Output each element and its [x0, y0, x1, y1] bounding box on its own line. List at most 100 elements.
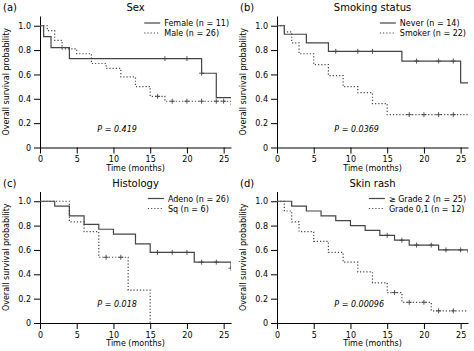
tick-label: 25: [456, 155, 466, 164]
tick: 0: [38, 148, 43, 165]
plot-area: 051015202500.20.40.60.81.0Female (n = 11…: [18, 17, 231, 165]
tick-mark: [350, 323, 351, 329]
tick-label: 20: [419, 155, 429, 164]
chart-title: Histology: [112, 178, 159, 189]
tick-mark: [40, 323, 41, 329]
plot-area: 051015202500.20.40.60.81.0Adeno (n = 26)…: [18, 192, 233, 340]
tick-label: 0: [263, 319, 268, 328]
censor-mark: [170, 250, 175, 255]
tick-mark: [34, 123, 40, 124]
tick-mark: [424, 323, 425, 329]
x-axis: 0510152025: [275, 323, 469, 340]
censor-mark: [214, 99, 219, 104]
axis-line: [278, 148, 469, 149]
tick-label: 20: [182, 155, 192, 164]
censor-mark: [370, 49, 375, 54]
tick: 1.0: [255, 22, 277, 31]
tick-mark: [461, 148, 462, 154]
tick: 10: [346, 148, 356, 165]
tick-label: 0: [38, 331, 43, 340]
tick: 0.4: [255, 95, 277, 104]
legend-item: Never (n = 14): [380, 19, 460, 28]
legend-label: Smoker (n = 22): [400, 29, 466, 38]
p-value: P = 0.018: [97, 300, 137, 309]
tick: 25: [456, 148, 466, 165]
tick-label: 0: [38, 155, 43, 164]
axis-line: [277, 192, 278, 324]
tick: 0.2: [18, 295, 40, 304]
panel: 051015202500.20.40.60.81.0Never (n = 14)…: [239, 2, 469, 173]
legend-label: ≥ Grade 2 (n = 25): [389, 195, 466, 204]
tick-label: 0.2: [255, 119, 268, 128]
tick-mark: [34, 148, 40, 149]
tick: 0.6: [255, 246, 277, 255]
survival-line: [277, 26, 468, 115]
tick-mark: [77, 323, 78, 329]
chart-title: Skin rash: [349, 178, 395, 189]
legend-item: Adeno (n = 26): [148, 195, 229, 204]
tick-mark: [350, 148, 351, 154]
tick: 0.6: [18, 71, 40, 80]
tick-label: 1.0: [18, 197, 31, 206]
tick: 10: [109, 323, 119, 340]
tick-mark: [277, 148, 278, 154]
censor-mark: [436, 59, 441, 64]
tick: 0: [263, 144, 277, 153]
tick: 0.2: [255, 119, 277, 128]
panel: 051015202500.20.40.60.81.0≥ Grade 2 (n =…: [239, 178, 469, 349]
tick: 15: [383, 323, 393, 340]
censor-mark: [458, 247, 463, 252]
tick-mark: [34, 74, 40, 75]
x-axis: 0510152025: [38, 148, 232, 165]
tick-label: 1.0: [255, 197, 268, 206]
chart-title: Sex: [126, 2, 144, 13]
tick-label: 0.4: [18, 95, 31, 104]
tick-label: 0: [275, 331, 280, 340]
censor-mark: [170, 99, 175, 104]
tick-mark: [34, 226, 40, 227]
tick: 0.8: [255, 46, 277, 55]
tick-mark: [34, 50, 40, 51]
censor-mark: [436, 308, 441, 313]
censor-mark: [451, 308, 456, 313]
legend-label: Never (n = 14): [400, 19, 460, 28]
tick-mark: [187, 323, 188, 329]
tick: 0: [38, 323, 43, 340]
tick-label: 0.6: [18, 246, 31, 255]
legend-swatch: [380, 22, 396, 23]
figure: 051015202500.20.40.60.81.0Female (n = 11…: [0, 0, 474, 351]
tick-mark: [34, 201, 40, 202]
tick-label: 0: [263, 144, 268, 153]
tick-label: 0.2: [18, 119, 31, 128]
tick: 0.6: [255, 71, 277, 80]
censor-mark: [443, 247, 448, 252]
legend-label: Adeno (n = 26): [168, 195, 229, 204]
tick: 0.6: [18, 246, 40, 255]
tick: 25: [456, 323, 466, 340]
y-axis-title: Overall survival probability: [2, 203, 11, 311]
tick-mark: [224, 148, 225, 154]
axis-line: [41, 148, 232, 149]
marks: [40, 26, 231, 105]
y-axis: 00.20.40.60.81.0: [18, 192, 40, 328]
censor-mark: [399, 238, 404, 243]
censor-mark: [184, 99, 189, 104]
legend-swatch: [380, 32, 396, 33]
tick-label: 1.0: [18, 22, 31, 31]
censor-mark: [407, 112, 412, 117]
marks: [277, 26, 468, 117]
x-axis-title: Time (months): [342, 164, 402, 173]
censor-mark: [155, 250, 160, 255]
axis-line: [41, 323, 232, 324]
survival-line: [40, 201, 231, 268]
tick: 1.0: [18, 197, 40, 206]
tick-label: 0: [26, 144, 31, 153]
panel: 051015202500.20.40.60.81.0Female (n = 11…: [2, 2, 232, 173]
legend: Female (n = 11)Male (n = 26): [144, 19, 229, 38]
survival-line: [40, 201, 150, 323]
tick-mark: [314, 323, 315, 329]
tick-mark: [461, 323, 462, 329]
panel-label: (c): [3, 178, 16, 189]
y-axis: 00.20.40.60.81.0: [18, 17, 40, 153]
tick-label: 5: [75, 155, 80, 164]
